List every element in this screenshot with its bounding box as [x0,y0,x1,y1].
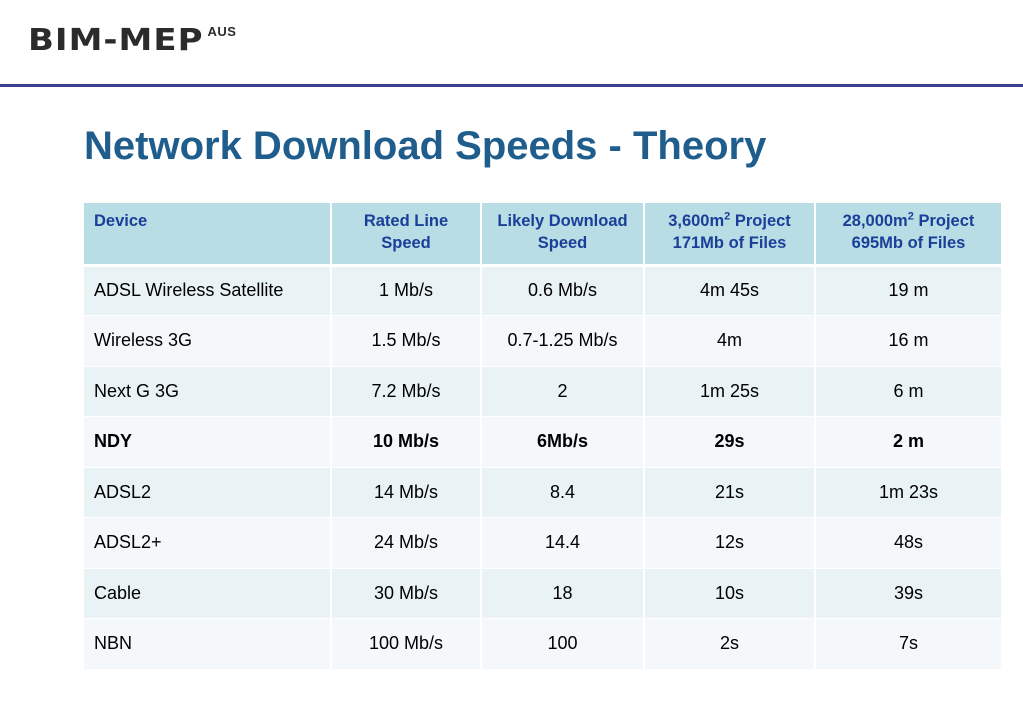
header-3600-project: 3,600m2 Project 171Mb of Files [644,203,816,267]
cell-28000-time: 2 m [815,416,1003,468]
cell-3600-time: 21s [644,467,816,518]
table-row: Next G 3G 7.2 Mb/s 2 1m 25s 6 m [84,366,1003,417]
table-row: ADSL2 14 Mb/s 8.4 21s 1m 23s [84,467,1003,518]
logo-wordmark: BIM-MEP [28,22,204,59]
cell-3600-time: 29s [644,416,816,468]
header-device: Device [84,203,332,267]
cell-3600-time: 4m [644,315,816,367]
slide-title: Network Download Speeds - Theory [84,124,767,168]
header-likely-line1: Likely Download [497,212,628,230]
cell-28000-time: 39s [815,568,1003,619]
cell-3600-time: 12s [644,517,816,569]
header-rated-line2: Speed [381,234,431,252]
cell-rated-speed: 10 Mb/s [331,416,482,468]
cell-28000-time: 19 m [815,265,1003,316]
header-28000-sup: 2 [907,210,914,223]
cell-likely-speed: 2 [481,366,645,417]
logo-superscript: AUS [207,24,237,39]
cell-likely-speed: 0.6 Mb/s [481,265,645,316]
table-row: ADSL Wireless Satellite 1 Mb/s 0.6 Mb/s … [84,265,1003,316]
header-divider [0,84,1023,87]
cell-device: ADSL2 [84,467,332,518]
cell-likely-speed: 100 [481,618,645,670]
bim-mep-logo: BIM-MEP AUS [28,24,236,60]
header-28000-area: 28,000m [842,212,908,230]
cell-rated-speed: 1 Mb/s [331,265,482,316]
cell-device: NBN [84,618,332,670]
cell-likely-speed: 14.4 [481,517,645,569]
cell-likely-speed: 18 [481,568,645,619]
table-row: NBN 100 Mb/s 100 2s 7s [84,618,1003,670]
cell-device: NDY [84,416,332,468]
cell-rated-speed: 14 Mb/s [331,467,482,518]
cell-device: Cable [84,568,332,619]
header-likely-download-speed: Likely Download Speed [481,203,645,267]
cell-3600-time: 1m 25s [644,366,816,417]
header-rated-line-speed: Rated Line Speed [331,203,482,267]
cell-3600-time: 2s [644,618,816,670]
download-speeds-table: Device Rated Line Speed Likely Download … [84,203,1003,670]
header-28000-project: 28,000m2 Project 695Mb of Files [815,203,1003,267]
cell-rated-speed: 30 Mb/s [331,568,482,619]
header-28000-project-word: Project [913,212,975,230]
header-device-label: Device [94,212,148,230]
cell-rated-speed: 100 Mb/s [331,618,482,670]
cell-28000-time: 1m 23s [815,467,1003,518]
cell-likely-speed: 6Mb/s [481,416,645,468]
cell-likely-speed: 0.7-1.25 Mb/s [481,315,645,367]
cell-rated-speed: 1.5 Mb/s [331,315,482,367]
header-likely-line2: Speed [537,234,588,252]
cell-rated-speed: 24 Mb/s [331,517,482,569]
header-3600-project-word: Project [730,212,791,230]
table-header-row: Device Rated Line Speed Likely Download … [84,203,1003,267]
cell-28000-time: 7s [815,618,1003,670]
cell-28000-time: 48s [815,517,1003,569]
table-row: Cable 30 Mb/s 18 10s 39s [84,568,1003,619]
header-rated-line1: Rated Line [363,212,449,230]
cell-28000-time: 6 m [815,366,1003,417]
table-row-highlighted: NDY 10 Mb/s 6Mb/s 29s 2 m [84,416,1003,468]
cell-rated-speed: 7.2 Mb/s [331,366,482,417]
cell-device: ADSL2+ [84,517,332,569]
cell-28000-time: 16 m [815,315,1003,367]
cell-3600-time: 4m 45s [644,265,816,316]
header-3600-files: 171Mb of Files [672,234,787,252]
table-row: ADSL2+ 24 Mb/s 14.4 12s 48s [84,517,1003,569]
header-3600-area: 3,600m [668,212,725,230]
header-3600-sup: 2 [724,210,731,223]
header-28000-files: 695Mb of Files [851,234,966,252]
table-row: Wireless 3G 1.5 Mb/s 0.7-1.25 Mb/s 4m 16… [84,315,1003,367]
cell-device: Next G 3G [84,366,332,417]
cell-likely-speed: 8.4 [481,467,645,518]
cell-device: Wireless 3G [84,315,332,367]
cell-3600-time: 10s [644,568,816,619]
cell-device: ADSL Wireless Satellite [84,265,332,316]
